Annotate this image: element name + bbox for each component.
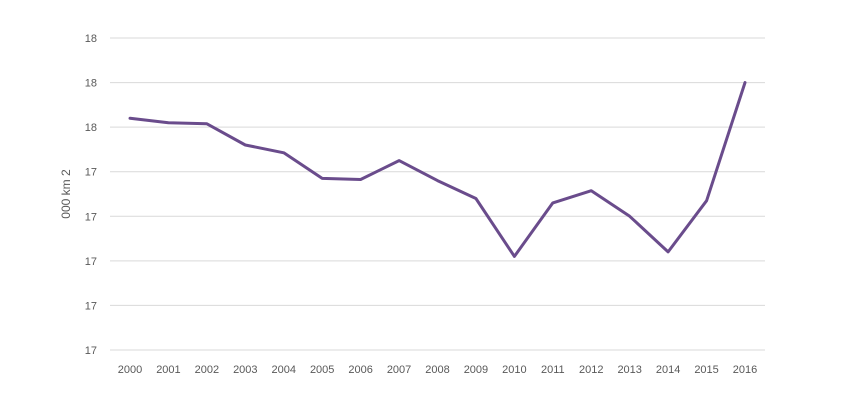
- x-tick-label: 2002: [195, 364, 219, 376]
- y-tick-label: 18: [85, 33, 97, 45]
- x-tick-label: 2008: [425, 364, 449, 376]
- y-tick-label: 17: [85, 211, 97, 223]
- x-tick-label: 2015: [694, 364, 718, 376]
- x-tick-label: 2011: [541, 364, 565, 376]
- y-tick-labels: 18 18 18 17 17 17 17 17: [85, 33, 97, 357]
- x-tick-label: 2003: [233, 364, 257, 376]
- x-tick-label: 2007: [387, 364, 411, 376]
- y-tick-label: 18: [85, 78, 97, 90]
- x-tick-label: 2006: [348, 364, 372, 376]
- x-tick-label: 2000: [118, 364, 142, 376]
- y-tick-label: 17: [85, 345, 97, 357]
- x-tick-label: 2009: [464, 364, 488, 376]
- series-line: [128, 81, 747, 258]
- series-group: [128, 81, 747, 258]
- y-tick-label: 17: [85, 256, 97, 268]
- y-tick-label: 17: [85, 167, 97, 179]
- x-tick-label: 2016: [733, 364, 757, 376]
- y-tick-label: 17: [85, 300, 97, 312]
- x-tick-label: 2010: [502, 364, 526, 376]
- y-axis-title: 000 km 2: [59, 169, 73, 219]
- x-tick-labels: 2000 2001 2002 2003 2004 2005 2006 2007 2008 2009…: [118, 364, 757, 376]
- x-tick-label: 2005: [310, 364, 334, 376]
- x-tick-label: 2013: [617, 364, 641, 376]
- gridlines: [110, 37, 765, 351]
- x-tick-label: 2014: [656, 364, 680, 376]
- x-tick-label: 2012: [579, 364, 603, 376]
- x-tick-label: 2004: [272, 364, 296, 376]
- y-tick-label: 18: [85, 122, 97, 134]
- x-tick-label: 2001: [156, 364, 180, 376]
